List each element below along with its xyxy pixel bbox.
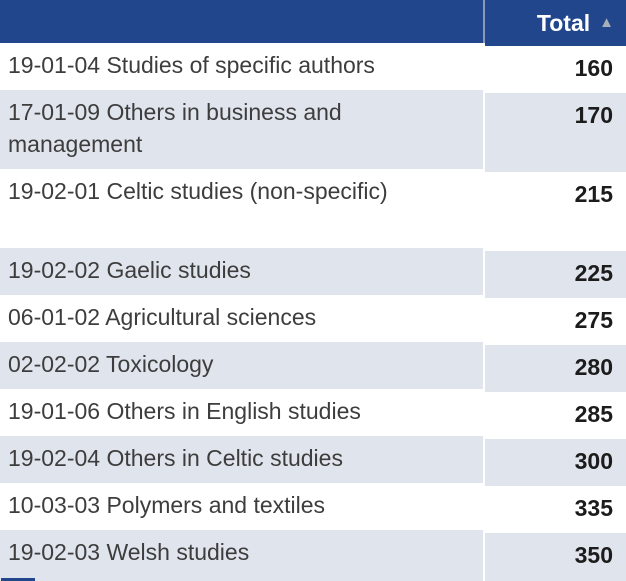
- total-cell: 350: [485, 533, 626, 581]
- column-divider: [483, 0, 485, 43]
- total-cell: 215: [485, 172, 626, 251]
- total-cell: 285: [485, 392, 626, 439]
- total-header-label: Total: [536, 9, 591, 36]
- subject-column-header: [0, 0, 483, 43]
- total-cell: 335: [485, 486, 626, 533]
- total-column-header sort-header[interactable]: Total ▲: [485, 0, 626, 46]
- sort-ascending-icon: ▲: [599, 13, 614, 31]
- subject-column: 19-01-04 Studies of specific authors 17-…: [0, 0, 483, 581]
- total-column: Total ▲ 160 170 215 225 275 280 285 300 …: [485, 0, 626, 581]
- subject-cell: 10-03-03 Polymers and textiles: [0, 483, 483, 530]
- total-cell: 170: [485, 93, 626, 172]
- subject-cell: 19-02-04 Others in Celtic studies: [0, 436, 483, 483]
- total-cell: 160: [485, 46, 626, 93]
- subject-cell: 19-02-02 Gaelic studies: [0, 248, 483, 295]
- subject-cell: 19-02-03 Welsh studies: [0, 530, 483, 581]
- total-cell: 225: [485, 251, 626, 298]
- subject-cell: 19-01-04 Studies of specific authors: [0, 43, 483, 90]
- subject-cell: 19-01-06 Others in English studies: [0, 389, 483, 436]
- total-cell: 300: [485, 439, 626, 486]
- total-cell: 280: [485, 345, 626, 392]
- next-section-top-edge: [1, 578, 35, 581]
- subject-cell: 06-01-02 Agricultural sciences: [0, 295, 483, 342]
- subject-cell: 02-02-02 Toxicology: [0, 342, 483, 389]
- subject-cell: 17-01-09 Others in business and manageme…: [0, 90, 483, 169]
- total-cell: 275: [485, 298, 626, 345]
- subject-cell: 19-02-01 Celtic studies (non-specific): [0, 169, 483, 248]
